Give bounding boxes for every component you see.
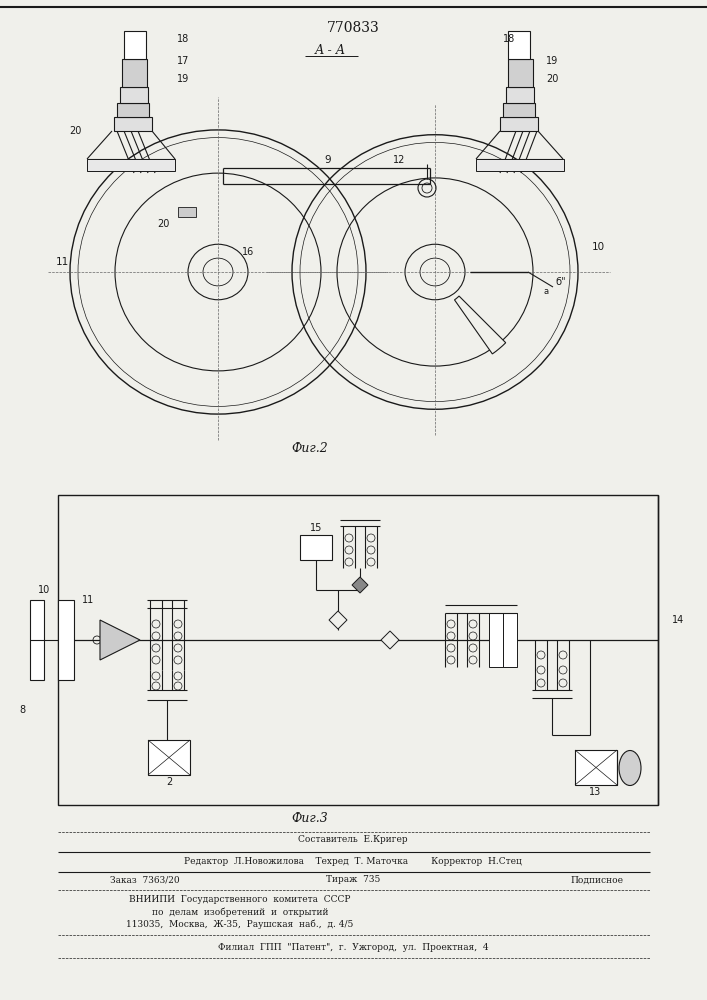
Bar — [124, 31, 146, 59]
Text: 11: 11 — [82, 595, 94, 605]
Text: б": б" — [555, 277, 566, 287]
Bar — [300, 535, 332, 560]
Text: 770833: 770833 — [327, 21, 380, 35]
Text: А - А: А - А — [315, 43, 346, 56]
Bar — [87, 159, 175, 171]
Polygon shape — [352, 577, 368, 593]
Text: 9: 9 — [325, 155, 332, 165]
Bar — [508, 31, 530, 59]
Text: 10: 10 — [592, 242, 604, 252]
Bar — [30, 600, 44, 680]
Bar — [476, 159, 564, 171]
Text: Заказ  7363/20: Заказ 7363/20 — [110, 876, 180, 884]
Bar — [58, 495, 658, 805]
Wedge shape — [455, 296, 506, 354]
Bar — [503, 613, 517, 667]
Bar — [503, 103, 535, 117]
Text: Фиг.3: Фиг.3 — [291, 812, 328, 824]
Ellipse shape — [619, 750, 641, 786]
Text: Филиал  ГПП  "Патент",  г.  Ужгород,  ул.  Проектная,  4: Филиал ГПП "Патент", г. Ужгород, ул. Про… — [218, 942, 489, 952]
Text: 11: 11 — [55, 257, 69, 267]
Text: 18: 18 — [177, 34, 189, 44]
Text: а: а — [543, 288, 548, 296]
Polygon shape — [100, 620, 140, 660]
Text: 2: 2 — [166, 777, 172, 787]
Text: Тираж  735: Тираж 735 — [326, 876, 380, 884]
Text: Составитель  Е.Кригер: Составитель Е.Кригер — [298, 836, 408, 844]
Text: 8: 8 — [19, 705, 25, 715]
Polygon shape — [329, 611, 347, 629]
Text: 20: 20 — [69, 126, 82, 136]
Text: 15: 15 — [310, 523, 322, 533]
Text: по  делам  изобретений  и  открытий: по делам изобретений и открытий — [152, 907, 328, 917]
Bar — [506, 87, 534, 103]
Bar — [575, 750, 617, 785]
Bar — [122, 59, 147, 87]
Text: Фиг.2: Фиг.2 — [291, 442, 328, 454]
Text: 10: 10 — [37, 585, 50, 595]
Text: 20: 20 — [158, 219, 170, 229]
Bar — [114, 117, 152, 131]
Text: Подписное: Подписное — [570, 876, 623, 884]
Text: ВНИИПИ  Государственного  комитета  СССР: ВНИИПИ Государственного комитета СССР — [129, 896, 351, 904]
Bar — [117, 103, 149, 117]
Text: Редактор  Л.Новожилова    Техред  Т. Маточка        Корректор  Н.Стец: Редактор Л.Новожилова Техред Т. Маточка … — [184, 857, 522, 866]
Bar — [489, 613, 503, 667]
Text: 17: 17 — [177, 56, 189, 66]
Polygon shape — [381, 631, 399, 649]
Text: 13: 13 — [589, 787, 601, 797]
Bar — [120, 87, 148, 103]
Bar — [500, 117, 538, 131]
Bar — [58, 600, 74, 680]
Text: 113035,  Москва,  Ж-35,  Раушская  наб.,  д. 4/5: 113035, Москва, Ж-35, Раушская наб., д. … — [127, 919, 354, 929]
Text: 16: 16 — [242, 247, 254, 257]
Text: 14: 14 — [672, 615, 684, 625]
Bar — [508, 59, 533, 87]
Text: 12: 12 — [393, 155, 405, 165]
Text: 20: 20 — [546, 74, 559, 84]
Text: 19: 19 — [177, 74, 189, 84]
Bar — [148, 740, 190, 775]
Bar — [178, 207, 196, 217]
Text: 18: 18 — [503, 34, 515, 44]
Text: 19: 19 — [546, 56, 559, 66]
